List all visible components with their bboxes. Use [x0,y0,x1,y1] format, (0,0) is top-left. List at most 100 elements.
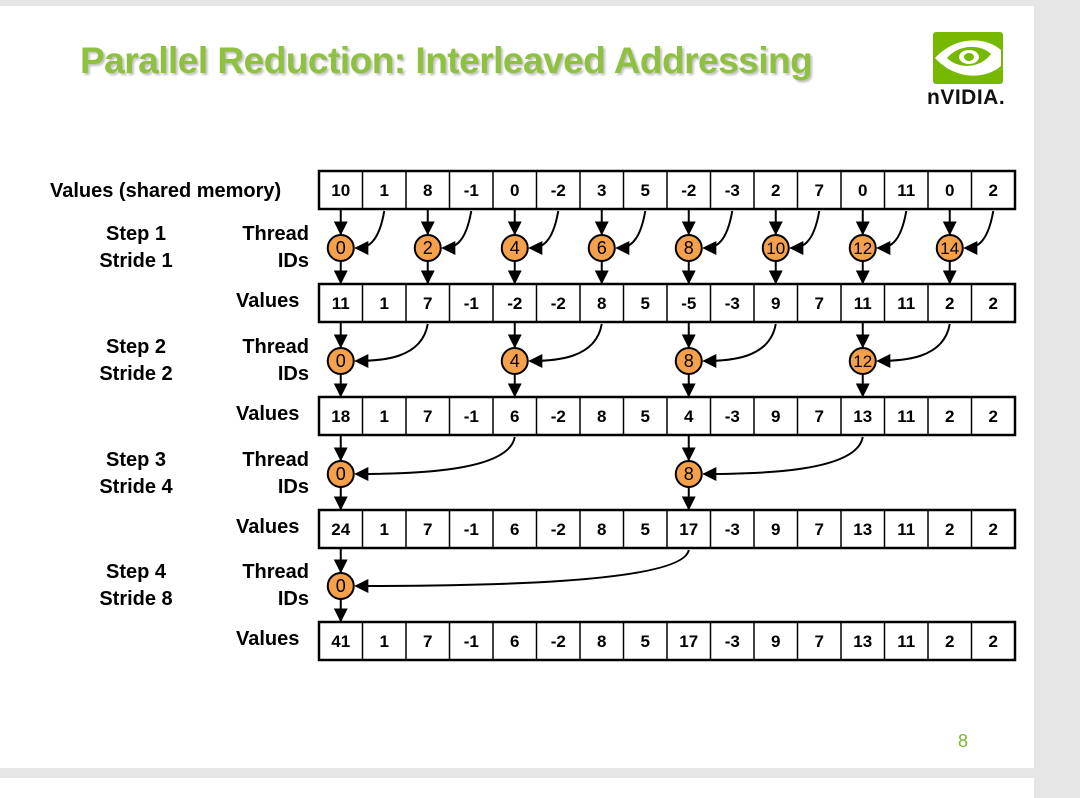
ids-word: IDs [277,588,309,610]
thread-id: 0 [336,576,346,596]
ids-word: IDs [277,476,309,498]
value-cell: 2 [989,632,998,651]
thread-id: 10 [766,239,785,258]
value-cell: 1 [380,181,389,200]
value-cell: 7 [815,520,824,539]
thread-node [326,234,355,262]
thread-ids-label: Thread IDs [219,221,309,275]
thread-node [935,234,964,262]
brand-wordmark: nVIDIA. [927,86,1006,109]
partner-arrow [963,210,995,255]
value-cell: 2 [945,632,954,651]
thread-id: 14 [940,239,959,258]
value-cell: -1 [464,632,479,651]
value-cell: 5 [641,632,650,651]
partner-arrow [354,210,386,255]
value-cell: 6 [510,632,519,651]
value-cell: -3 [725,520,740,539]
partner-arrow [876,323,951,368]
thread-word: Thread [242,561,309,583]
thread-id: 8 [684,351,694,371]
partner-arrow [354,436,516,481]
next-slide-edge [0,778,1034,798]
step-label: Step 2 Stride 2 [76,334,196,388]
value-cell: 6 [510,520,519,539]
value-cell: 8 [597,407,606,426]
value-cell: 1 [380,407,389,426]
partner-arrow [528,210,560,255]
thread-ids-label: Thread IDs [219,559,309,613]
value-cell: 11 [854,294,872,313]
value-cell: 7 [815,407,824,426]
partner-arrow [528,323,603,368]
value-cell: -3 [725,407,740,426]
thread-ids-label: Thread IDs [219,334,309,388]
value-cell: 2 [989,407,998,426]
value-cell: 7 [423,294,432,313]
slide-title: Parallel Reduction: Interleaved Addressi… [80,40,813,81]
thread-node [500,347,529,375]
thread-id: 12 [853,352,872,371]
value-cell: 4 [684,407,694,426]
value-cell: 18 [331,407,350,426]
thread-id: 6 [597,238,607,258]
value-cell: 0 [858,181,867,200]
values-label: Values [236,403,300,425]
value-cell: 11 [897,294,915,313]
thread-id: 0 [336,238,346,258]
value-cell: -3 [725,632,740,651]
value-cell: 2 [945,407,954,426]
partner-arrow [441,210,473,255]
value-cell: 11 [897,520,915,539]
value-cell: 0 [510,181,519,200]
page-number: 8 [958,731,969,751]
value-cell: 2 [945,520,954,539]
step-number: Step 3 [105,449,167,471]
partner-arrow [789,210,821,255]
value-cell: -5 [681,294,696,313]
thread-node [587,234,616,262]
stride-label: Stride 8 [99,588,173,610]
value-cell: 17 [679,632,698,651]
value-cell: 13 [853,407,872,426]
value-cell: 2 [771,181,780,200]
header-label: Values (shared memory) [50,180,282,202]
thread-id: 4 [510,351,520,371]
value-cell: -1 [464,181,479,200]
partner-arrow [615,210,647,255]
values-label: Values [236,628,300,650]
value-cell: 17 [679,520,698,539]
thread-word: Thread [242,449,309,471]
thread-node [674,460,703,488]
value-cell: 7 [423,632,432,651]
step-label: Step 4 Stride 8 [76,559,196,613]
value-cell: -2 [551,181,566,200]
step-number: Step 2 [105,336,167,358]
value-cell: 9 [771,294,780,313]
value-cell: 0 [945,181,954,200]
value-cell: 9 [771,407,780,426]
value-cell: -3 [725,294,740,313]
thread-id: 8 [684,464,694,484]
nvidia-logo-icon [933,32,1003,84]
partner-arrow [702,323,777,368]
thread-node [326,572,355,600]
value-cell: 7 [815,632,824,651]
value-cell: 8 [597,294,606,313]
thread-id: 8 [684,238,694,258]
thread-node [848,234,877,262]
value-cell: -2 [681,181,696,200]
value-cell: -3 [725,181,740,200]
thread-id: 0 [336,464,346,484]
value-cell: 11 [897,632,915,651]
thread-node [674,234,703,262]
thread-id: 12 [853,239,872,258]
value-cell: 3 [597,181,606,200]
value-cell: -2 [551,294,566,313]
value-cell: -2 [507,294,522,313]
value-cell: 7 [815,181,824,200]
value-cell: 2 [989,181,998,200]
step-label: Step 3 Stride 4 [76,447,196,501]
thread-id: 0 [336,351,346,371]
partner-arrow [876,210,908,255]
